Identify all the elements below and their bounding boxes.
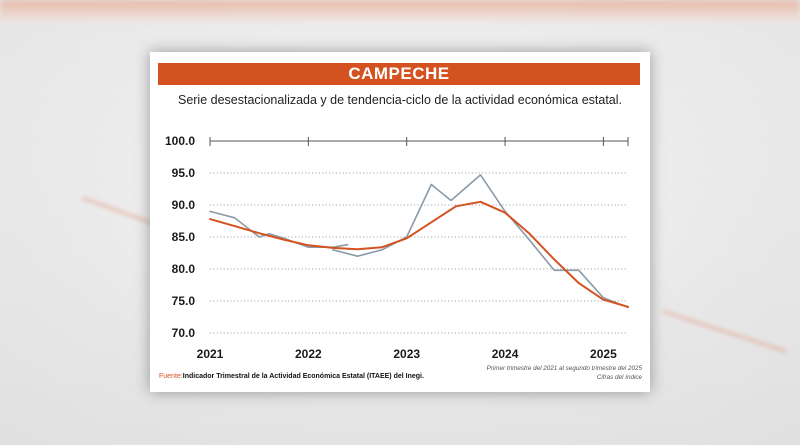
x-tick-label: 2023 (393, 347, 420, 361)
series-line-observed (209, 210, 349, 248)
source-prefix: Fuente: (159, 373, 183, 380)
series-lines (209, 174, 629, 309)
x-axis-labels: 2021 2022 2023 2024 2025 (197, 347, 617, 361)
background-band (0, 0, 800, 22)
y-tick-label: 75.0 (172, 294, 196, 308)
period-note-line-2: Cifras del índice (596, 374, 642, 381)
y-tick-label: 85.0 (172, 230, 196, 244)
x-axis-top (209, 137, 629, 146)
source-note: Fuente:Indicador Trimestral de la Activi… (159, 373, 424, 380)
x-tick-label: 2022 (295, 347, 322, 361)
chart-title: CAMPECHE (158, 63, 640, 85)
period-note: Primer trimestre del 2021 al segundo tri… (487, 364, 642, 382)
series-line-observed (332, 174, 629, 309)
chart-subtitle: Serie desestacionalizada y de tendencia-… (177, 93, 622, 107)
gridlines (210, 172, 628, 334)
chart-card: CAMPECHE Serie desestacionalizada y de t… (150, 52, 650, 392)
period-note-line-1: Primer trimestre del 2021 al segundo tri… (486, 365, 642, 372)
x-tick-label: 2024 (492, 347, 519, 361)
y-tick-label: 100.0 (165, 134, 195, 148)
y-tick-label: 80.0 (172, 262, 196, 276)
series-line-trend (209, 200, 629, 308)
x-tick-label: 2021 (197, 347, 224, 361)
y-tick-label: 90.0 (172, 198, 196, 212)
y-axis-labels: 100.0 95.0 90.0 85.0 80.0 75.0 70.0 (165, 134, 195, 340)
y-tick-label: 70.0 (172, 326, 196, 340)
source-text: Indicador Trimestral de la Actividad Eco… (182, 373, 424, 380)
y-tick-label: 95.0 (172, 166, 196, 180)
line-chart: 100.095.090.085.080.075.070.0 2021 2022 20… (165, 134, 629, 361)
x-tick-label: 2025 (590, 347, 617, 361)
